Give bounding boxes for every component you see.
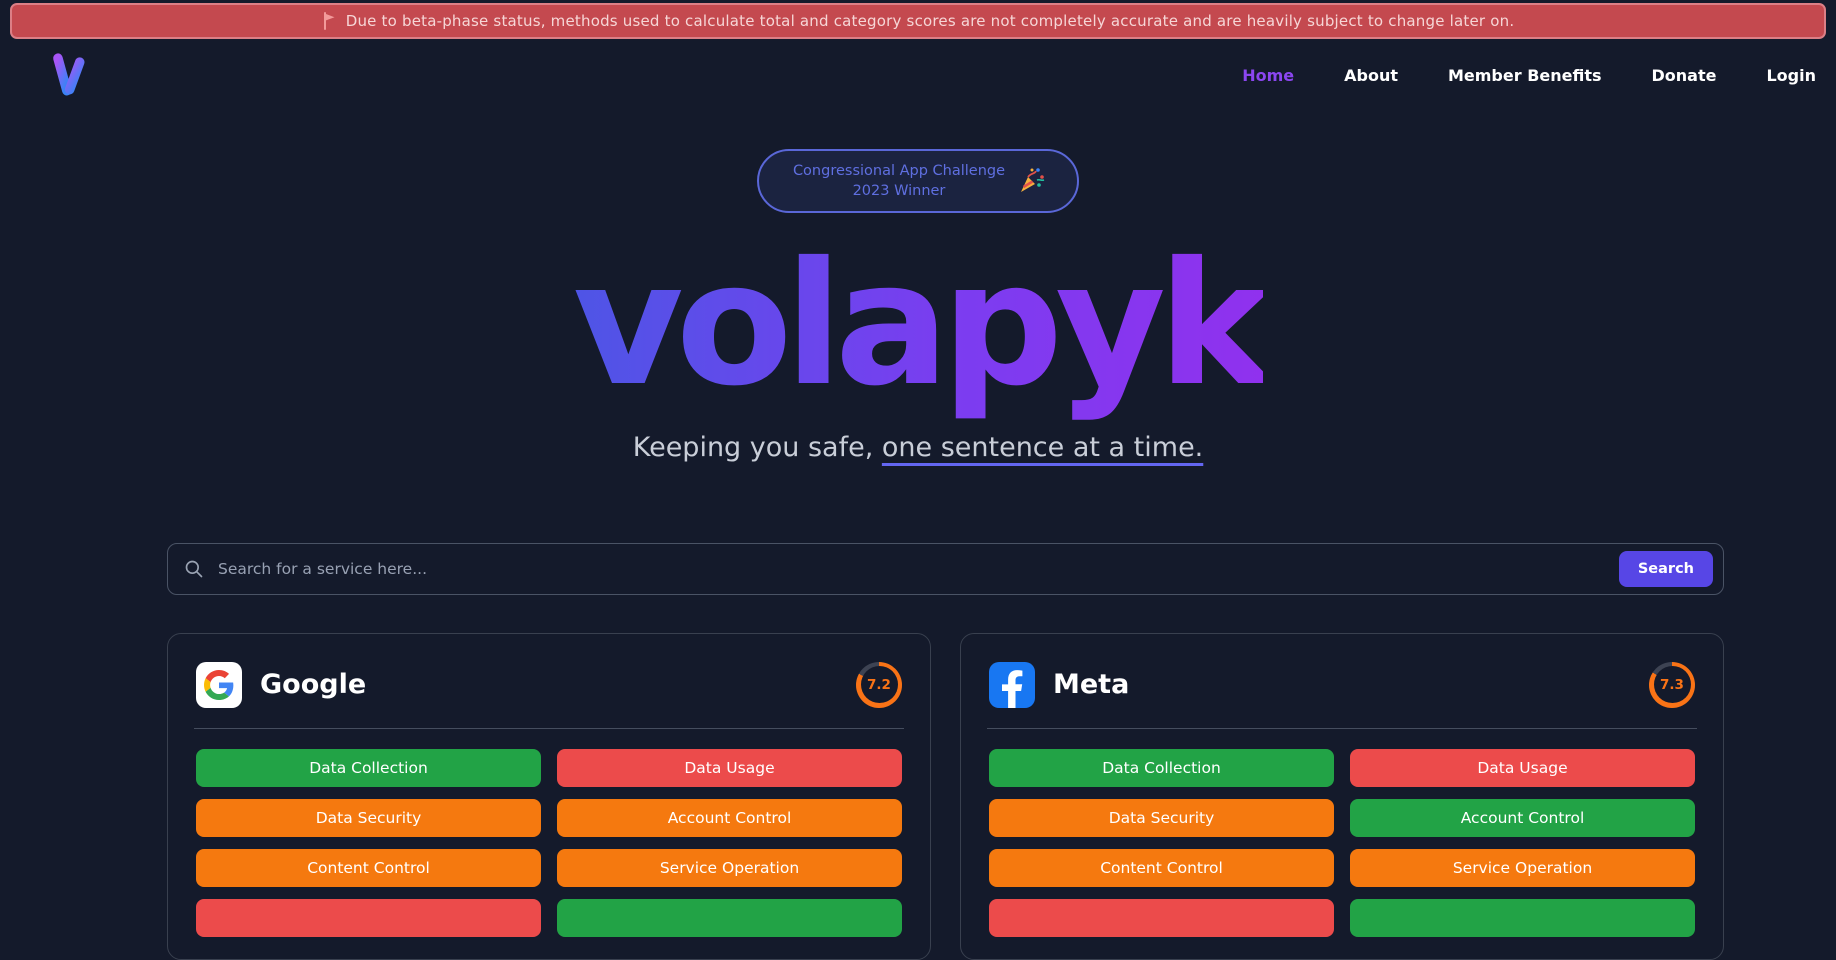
facebook-f-icon: [1002, 669, 1023, 708]
banner-text: Due to beta-phase status, methods used t…: [345, 12, 1515, 30]
score-value: 7.2: [860, 666, 898, 703]
search-bar: Search: [167, 542, 1724, 595]
card-divider: [987, 727, 1697, 729]
beta-warning-banner: Due to beta-phase status, methods used t…: [10, 3, 1826, 39]
service-name: Google: [260, 669, 367, 700]
award-badge-line1: Congressional App Challenge: [792, 163, 1006, 179]
nav-donate[interactable]: Donate: [1651, 65, 1717, 85]
party-popper-icon: [1021, 168, 1045, 192]
category-service-operation[interactable]: Service Operation: [1350, 848, 1695, 887]
content-container: Search Google 7.2: [167, 542, 1724, 960]
flag-icon: [323, 12, 335, 30]
service-card-google: Google 7.2 Data Collection Data Usage Da…: [167, 632, 931, 960]
category-service-operation[interactable]: Service Operation: [557, 848, 902, 887]
category-partial[interactable]: [557, 898, 902, 937]
nav-login[interactable]: Login: [1766, 65, 1816, 85]
nav-home[interactable]: Home: [1242, 65, 1295, 85]
category-data-security[interactable]: Data Security: [196, 798, 541, 837]
category-account-control[interactable]: Account Control: [1350, 798, 1695, 837]
category-account-control[interactable]: Account Control: [557, 798, 902, 837]
nav-member-benefits[interactable]: Member Benefits: [1447, 65, 1602, 85]
nav-about[interactable]: About: [1344, 65, 1398, 85]
category-partial[interactable]: [196, 898, 541, 937]
category-content-control[interactable]: Content Control: [196, 848, 541, 887]
category-data-usage[interactable]: Data Usage: [557, 748, 902, 787]
google-g-icon: [204, 669, 234, 700]
category-grid: Data Collection Data Usage Data Security…: [987, 748, 1697, 937]
v-logo-icon: [53, 53, 85, 96]
score-ring: 7.2: [856, 661, 902, 708]
meta-logo-icon: [989, 661, 1035, 708]
nav-links: Home About Member Benefits Donate Login: [1242, 66, 1816, 85]
category-data-collection[interactable]: Data Collection: [196, 748, 541, 787]
main-content: Congressional App Challenge 2023 Winner …: [0, 111, 1836, 960]
search-input[interactable]: [216, 558, 1607, 579]
score-value: 7.3: [1653, 666, 1691, 703]
category-partial[interactable]: [1350, 898, 1695, 937]
service-cards: Google 7.2 Data Collection Data Usage Da…: [167, 632, 1724, 960]
google-logo-icon: [196, 661, 242, 708]
category-partial[interactable]: [989, 898, 1334, 937]
tagline-link[interactable]: one sentence at a time.: [881, 431, 1204, 463]
category-content-control[interactable]: Content Control: [989, 848, 1334, 887]
category-data-security[interactable]: Data Security: [989, 798, 1334, 837]
volapyk-logo[interactable]: [40, 47, 96, 103]
navbar: Home About Member Benefits Donate Login: [0, 39, 1836, 111]
service-name: Meta: [1053, 669, 1130, 700]
tagline-prefix: Keeping you safe,: [632, 431, 882, 463]
category-grid: Data Collection Data Usage Data Security…: [194, 748, 904, 937]
award-badge-line2: 2023 Winner: [852, 183, 946, 199]
service-card-meta: Meta 7.3 Data Collection Data Usage Data…: [960, 632, 1724, 960]
card-header: Google 7.2: [194, 656, 904, 708]
card-divider: [194, 727, 904, 729]
category-data-usage[interactable]: Data Usage: [1350, 748, 1695, 787]
award-badge: Congressional App Challenge 2023 Winner: [756, 149, 1080, 213]
card-header: Meta 7.3: [987, 656, 1697, 708]
search-icon: [185, 560, 203, 577]
award-badge-text: Congressional App Challenge 2023 Winner: [793, 161, 1005, 201]
score-ring: 7.3: [1649, 661, 1695, 708]
wordmark: volapyk: [572, 226, 1271, 424]
tagline: Keeping you safe, one sentence at a time…: [0, 432, 1836, 463]
search-button[interactable]: Search: [1618, 550, 1713, 587]
category-data-collection[interactable]: Data Collection: [989, 748, 1334, 787]
